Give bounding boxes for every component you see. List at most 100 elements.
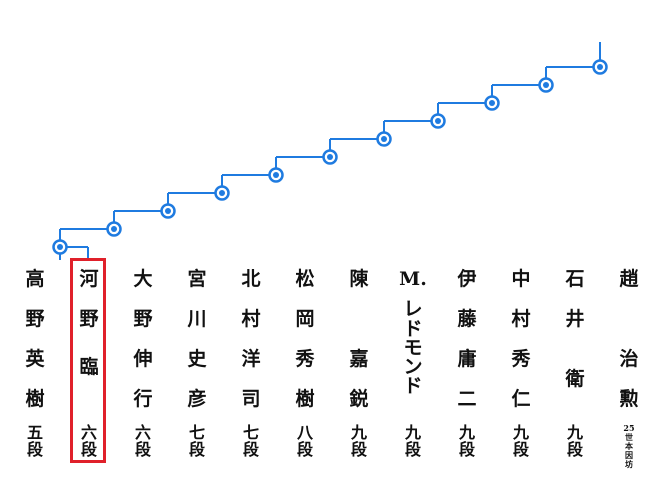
player-name-char: 伸 bbox=[133, 348, 153, 370]
player-name-char: 陳 bbox=[349, 268, 369, 290]
player-name-char: モ bbox=[403, 337, 423, 359]
rank-char: 九 bbox=[512, 423, 529, 442]
player-rank: 九段 bbox=[501, 424, 541, 458]
player-name-char: 高 bbox=[25, 268, 45, 290]
rank-char: 八 bbox=[296, 423, 313, 442]
rank-char: 段 bbox=[458, 440, 475, 459]
rank-char: 六 bbox=[80, 423, 97, 442]
player-rank: 五段 bbox=[15, 424, 55, 458]
rank-char: 世 bbox=[625, 432, 633, 442]
player-name-char: 松 bbox=[295, 268, 315, 290]
player-name-char: M. bbox=[399, 268, 427, 290]
rank-char: 九 bbox=[566, 423, 583, 442]
highlight-box bbox=[70, 258, 106, 463]
rank-char: 九 bbox=[458, 423, 475, 442]
circle-node-icon bbox=[430, 113, 446, 129]
circle-node-icon bbox=[106, 221, 122, 237]
player-name-char: 河 bbox=[79, 268, 99, 290]
player-name-char: 英 bbox=[25, 348, 45, 370]
player-name-char: 二 bbox=[457, 388, 477, 410]
rank-char: 因 bbox=[625, 450, 633, 460]
player-rank: 九段 bbox=[555, 424, 595, 458]
circle-node-icon bbox=[484, 95, 500, 111]
rank-char: 段 bbox=[242, 440, 259, 459]
rank-char: 段 bbox=[566, 440, 583, 459]
player-column: 中村秀仁九段 bbox=[501, 268, 541, 468]
player-name-char: 藤 bbox=[457, 308, 477, 330]
player-rank: 25 世本因坊 bbox=[609, 424, 649, 469]
circle-node-icon bbox=[538, 77, 554, 93]
circle-node-icon bbox=[592, 59, 608, 75]
player-name-char: 治 bbox=[619, 348, 639, 370]
rank-char: 本 bbox=[625, 441, 633, 451]
rank-char: 段 bbox=[404, 440, 421, 459]
player-column: 高野英樹五段 bbox=[15, 268, 55, 468]
player-rank: 九段 bbox=[339, 424, 379, 458]
player-name-char: 川 bbox=[187, 308, 207, 330]
rank-char: 段 bbox=[512, 440, 529, 459]
player-column: 伊藤庸二九段 bbox=[447, 268, 487, 468]
player-rank: 九段 bbox=[447, 424, 487, 458]
circle-node-icon bbox=[52, 239, 68, 255]
rank-char: 九 bbox=[404, 423, 421, 442]
player-name-char: 樹 bbox=[25, 388, 45, 410]
player-name-char: 北 bbox=[241, 268, 261, 290]
player-name-char: 臨 bbox=[79, 356, 99, 378]
player-name-char: 井 bbox=[565, 308, 585, 330]
player-name-char: 石 bbox=[565, 268, 585, 290]
player-name-char: 鋭 bbox=[349, 388, 369, 410]
rank-char: 段 bbox=[296, 440, 313, 459]
player-name-char: 庸 bbox=[457, 348, 477, 370]
player-column: 河野臨六段 bbox=[69, 268, 109, 468]
player-name-char: 彦 bbox=[187, 388, 207, 410]
player-column: 宮川史彦七段 bbox=[177, 268, 217, 468]
player-name-char: ド bbox=[403, 318, 423, 340]
player-name-char: レ bbox=[403, 298, 423, 320]
player-name-char: 行 bbox=[133, 388, 153, 410]
player-name-char: 勲 bbox=[619, 388, 639, 410]
player-name-char: 趙 bbox=[619, 268, 639, 290]
circle-node-icon bbox=[376, 131, 392, 147]
player-name-char: 伊 bbox=[457, 268, 477, 290]
player-name-char: 洋 bbox=[241, 348, 261, 370]
player-name-char: 野 bbox=[79, 308, 99, 330]
rank-char: 七 bbox=[242, 423, 259, 442]
rank-char: 段 bbox=[26, 440, 43, 459]
player-column: 松岡秀樹八段 bbox=[285, 268, 325, 468]
rank-char: 七 bbox=[188, 423, 205, 442]
player-name-char: 中 bbox=[511, 268, 531, 290]
player-column: 北村洋司七段 bbox=[231, 268, 271, 468]
player-name-char: 秀 bbox=[511, 348, 531, 370]
player-name-char: 衛 bbox=[565, 368, 585, 390]
player-column: 大野伸行六段 bbox=[123, 268, 163, 468]
player-name-char: 岡 bbox=[295, 308, 315, 330]
player-name-char: ン bbox=[403, 356, 423, 378]
rank-char: 九 bbox=[350, 423, 367, 442]
player-name-char: 仁 bbox=[511, 388, 531, 410]
player-column: 石井衛九段 bbox=[555, 268, 595, 468]
player-column: 陳嘉鋭九段 bbox=[339, 268, 379, 468]
rank-char: 六 bbox=[134, 423, 151, 442]
player-rank: 六段 bbox=[69, 424, 109, 458]
player-rank: 八段 bbox=[285, 424, 325, 458]
player-name-char: ド bbox=[403, 375, 423, 397]
player-column: M. レドモンド九段 bbox=[393, 268, 433, 468]
player-name-char: 村 bbox=[241, 308, 261, 330]
player-name-char: 嘉 bbox=[349, 348, 369, 370]
player-rank: 七段 bbox=[177, 424, 217, 458]
player-name-char: 司 bbox=[241, 388, 261, 410]
player-rank: 九段 bbox=[393, 424, 433, 458]
player-rank: 七段 bbox=[231, 424, 271, 458]
rank-char: 段 bbox=[188, 440, 205, 459]
rank-char: 段 bbox=[134, 440, 151, 459]
rank-char: 段 bbox=[80, 440, 97, 459]
rank-char: 五 bbox=[26, 423, 43, 442]
rank-char: 段 bbox=[350, 440, 367, 459]
circle-node-icon bbox=[268, 167, 284, 183]
player-name-char: 樹 bbox=[295, 388, 315, 410]
player-name-char: 秀 bbox=[295, 348, 315, 370]
player-name-char: 大 bbox=[133, 268, 153, 290]
circle-node-icon bbox=[322, 149, 338, 165]
rank-char: 25 bbox=[623, 423, 635, 433]
circle-node-icon bbox=[214, 185, 230, 201]
